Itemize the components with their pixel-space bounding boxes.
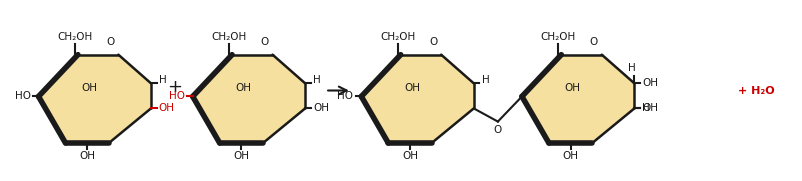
Text: OH: OH xyxy=(79,151,95,161)
Text: H: H xyxy=(642,103,649,113)
Text: H: H xyxy=(313,75,320,85)
Text: OH: OH xyxy=(562,151,578,161)
Text: OH: OH xyxy=(233,151,249,161)
Text: H: H xyxy=(481,75,488,85)
Text: OH: OH xyxy=(402,151,418,161)
Text: OH: OH xyxy=(313,103,329,113)
Text: H: H xyxy=(159,75,166,85)
Text: + H₂O: + H₂O xyxy=(737,85,774,96)
Text: OH: OH xyxy=(564,83,580,92)
Text: O: O xyxy=(106,37,115,47)
Text: CH₂OH: CH₂OH xyxy=(541,31,575,41)
Polygon shape xyxy=(38,55,151,143)
Text: O: O xyxy=(428,37,437,47)
Text: HO: HO xyxy=(168,91,184,102)
Polygon shape xyxy=(192,55,305,143)
Text: +: + xyxy=(168,78,182,96)
Text: H: H xyxy=(627,63,634,73)
Text: OH: OH xyxy=(642,103,658,113)
Text: HO: HO xyxy=(337,91,353,102)
Text: O: O xyxy=(493,125,501,135)
Text: O: O xyxy=(589,37,597,47)
Polygon shape xyxy=(361,55,473,143)
Text: OH: OH xyxy=(235,83,251,92)
Text: CH₂OH: CH₂OH xyxy=(212,31,246,41)
Text: HO: HO xyxy=(14,91,30,102)
Text: O: O xyxy=(260,37,269,47)
Polygon shape xyxy=(521,55,634,143)
Text: OH: OH xyxy=(81,83,97,92)
Text: CH₂OH: CH₂OH xyxy=(380,31,415,41)
Text: OH: OH xyxy=(159,103,175,113)
Text: OH: OH xyxy=(403,83,419,92)
Text: OH: OH xyxy=(642,78,658,88)
Text: CH₂OH: CH₂OH xyxy=(58,31,92,41)
